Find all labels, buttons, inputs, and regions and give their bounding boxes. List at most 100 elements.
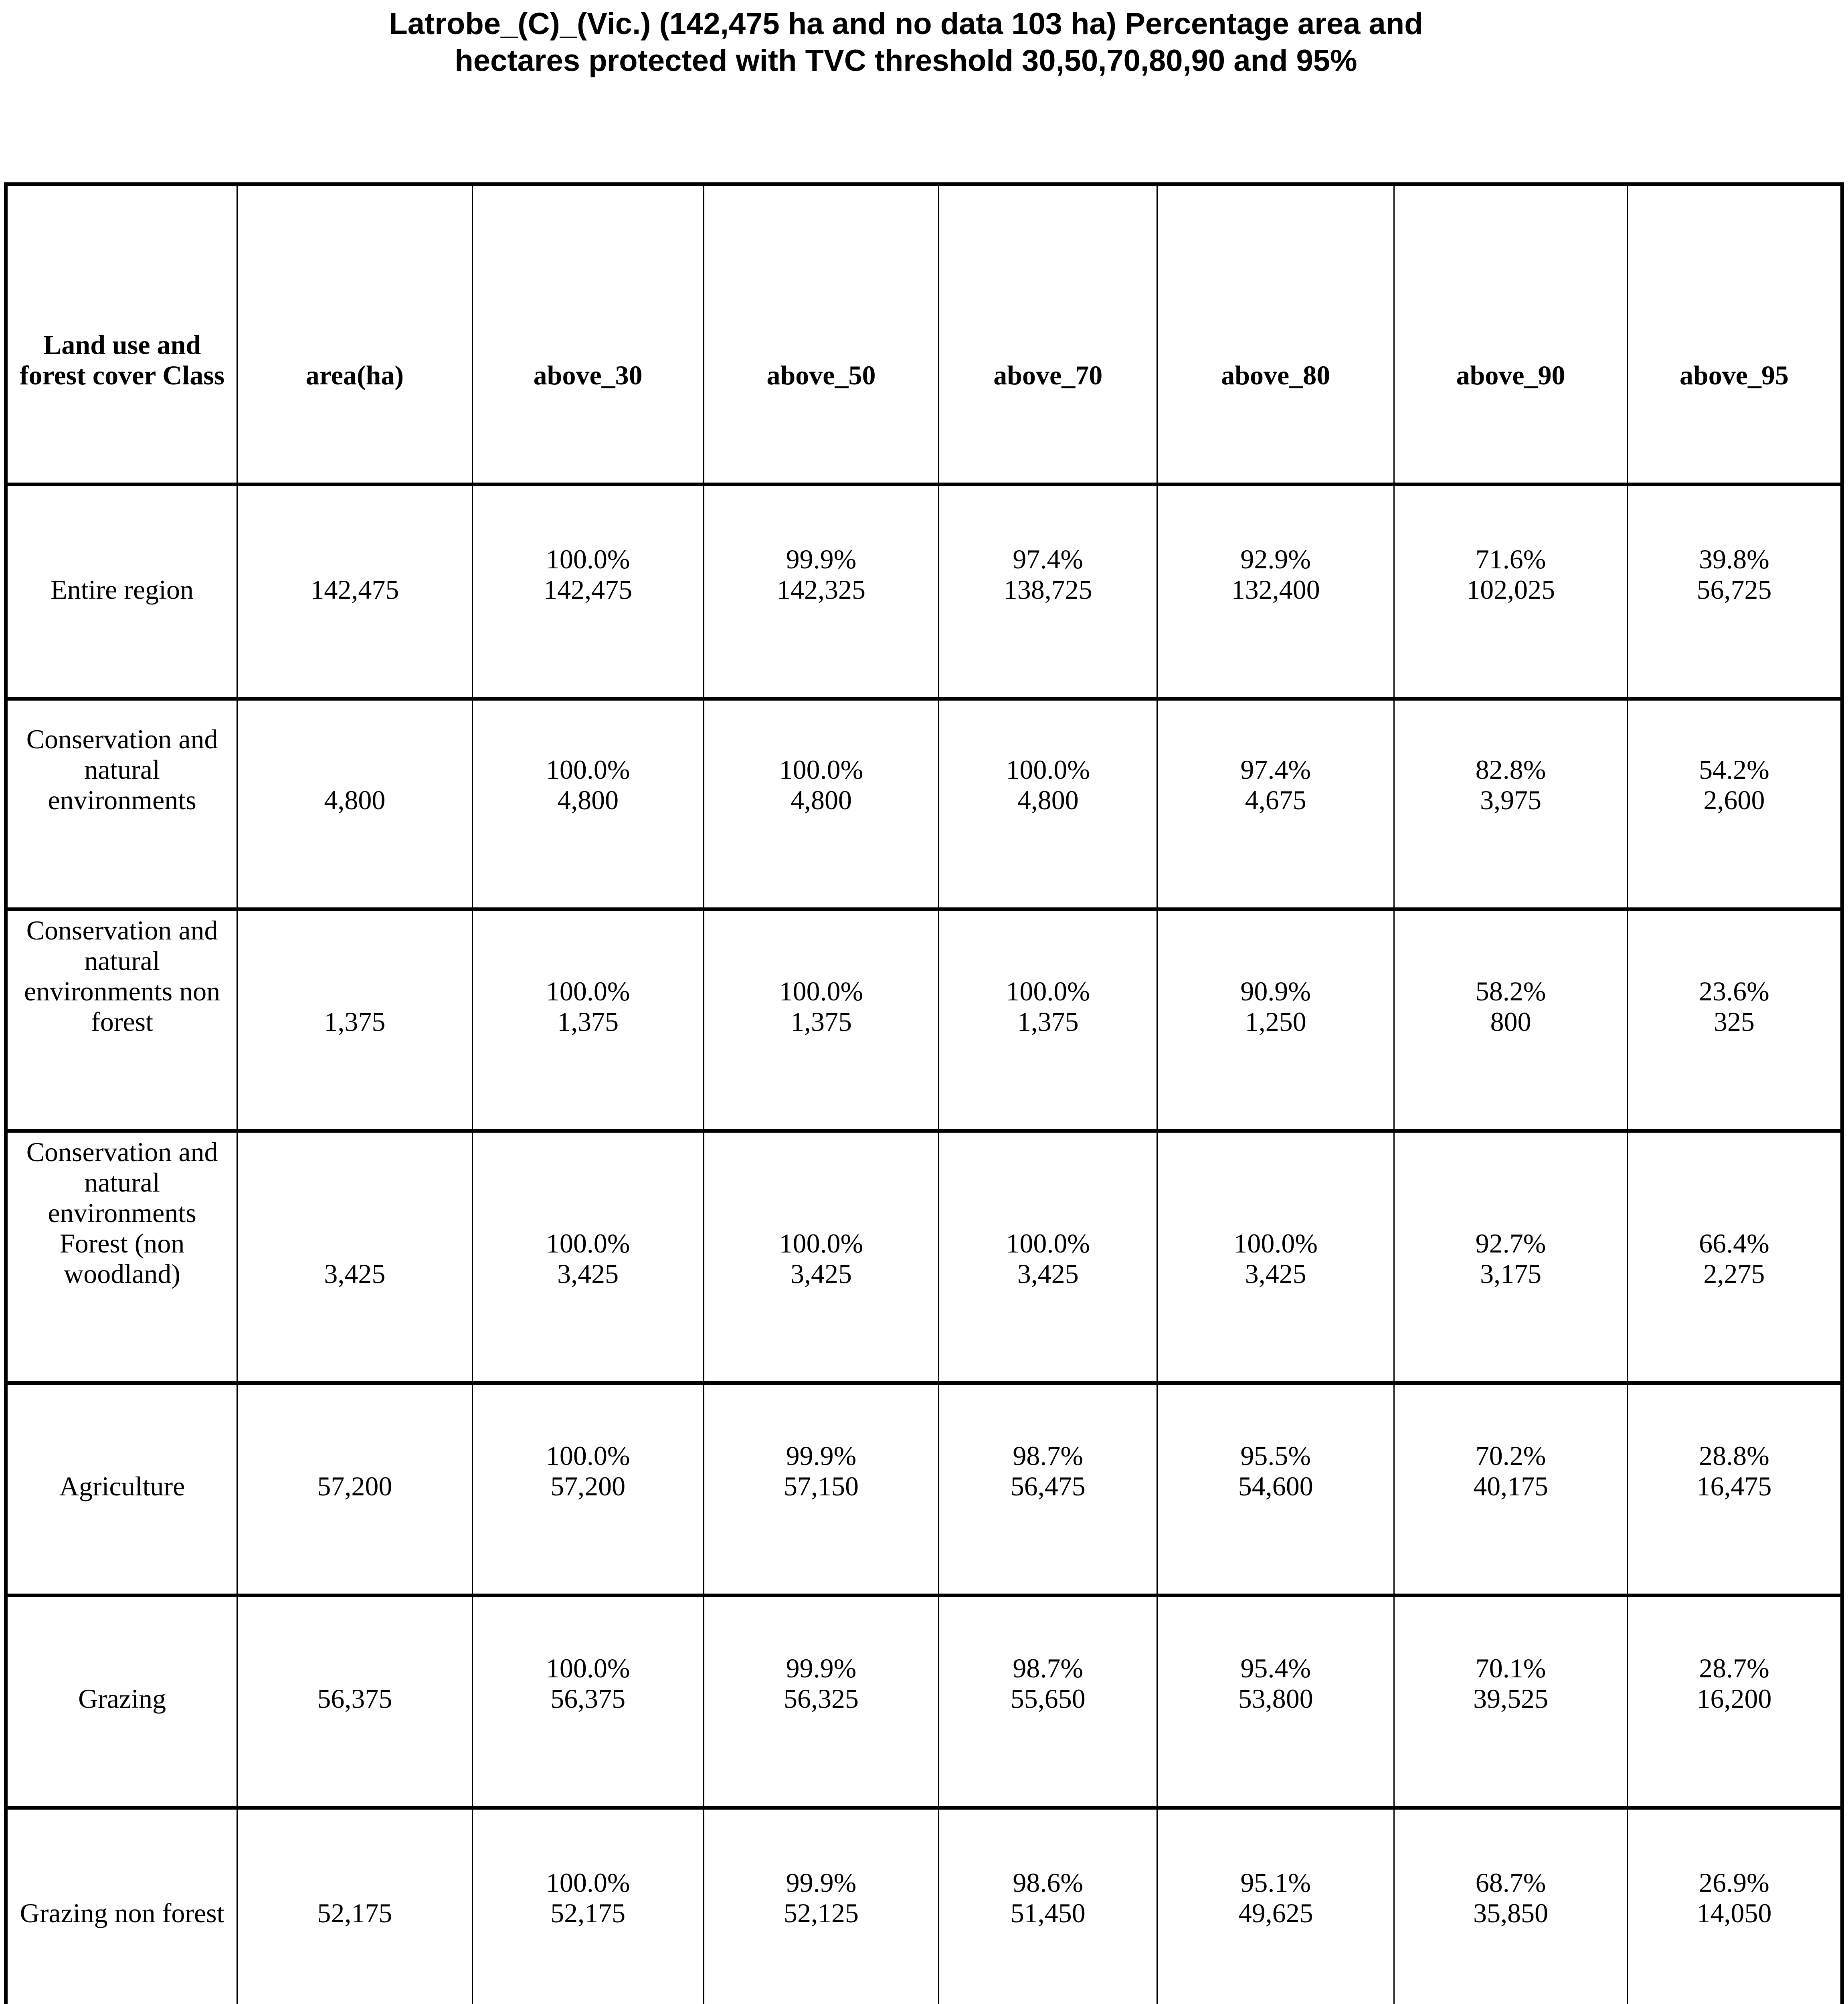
percent-value: 95.4%	[1240, 1653, 1311, 1683]
hectares-value: 16,200	[1696, 1683, 1772, 1714]
percent-value: 23.6%	[1699, 976, 1769, 1006]
percent-value: 70.2%	[1475, 1440, 1546, 1471]
hectares-value: 14,050	[1696, 1898, 1772, 1928]
threshold-cell: 100.0% 57,200	[471, 1381, 704, 1597]
row-label: Conservation and natural environments no…	[5, 907, 238, 1133]
header-above-30: above_30	[471, 182, 704, 486]
threshold-cell: 100.0% 4,800	[471, 697, 704, 911]
threshold-cell: 97.4% 138,725	[938, 483, 1158, 701]
percent-value: 100.0%	[546, 1653, 630, 1683]
hectares-value: 3,975	[1480, 785, 1542, 815]
area-cell: 56,375	[237, 1594, 473, 1810]
hectares-value: 325	[1713, 1006, 1755, 1037]
hectares-value: 39,525	[1473, 1683, 1549, 1714]
header-above-50: above_50	[703, 182, 940, 486]
threshold-cell: 66.4% 2,275	[1626, 1129, 1843, 1385]
hectares-value: 4,800	[1017, 785, 1079, 815]
threshold-cell: 98.7% 56,475	[938, 1381, 1158, 1597]
row-label: Grazing	[5, 1594, 238, 1810]
percent-value: 97.4%	[1013, 544, 1084, 574]
hectares-value: 142,475	[544, 574, 633, 605]
hectares-value: 56,375	[550, 1683, 626, 1714]
hectares-value: 1,375	[1017, 1006, 1079, 1037]
hectares-value: 57,200	[550, 1471, 626, 1501]
percent-value: 28.8%	[1699, 1440, 1769, 1471]
hectares-value: 138,725	[1003, 574, 1092, 605]
percent-value: 90.9%	[1240, 976, 1311, 1006]
hectares-value: 3,425	[790, 1259, 852, 1289]
table-body: Entire region 142,475 100.0% 142,475 99.9% 14…	[5, 483, 1843, 2004]
percent-value: 100.0%	[1006, 1228, 1090, 1259]
threshold-cell: 82.8% 3,975	[1393, 697, 1628, 911]
row-label: Conservation and natural environments Fo…	[5, 1129, 238, 1385]
page-title: Latrobe_(C)_(Vic.) (142,475 ha and no da…	[0, 6, 1812, 79]
percent-value: 28.7%	[1699, 1653, 1769, 1683]
row-label: Grazing non forest	[5, 1806, 238, 2004]
hectares-value: 53,800	[1238, 1683, 1313, 1714]
hectares-value: 57,150	[783, 1471, 859, 1501]
threshold-cell: 99.9% 57,150	[703, 1381, 940, 1597]
table-row: Conservation and natural environments no…	[5, 907, 1843, 1133]
area-cell: 52,175	[237, 1806, 473, 2004]
percent-value: 98.7%	[1013, 1440, 1084, 1471]
page-title-line2: hectares protected with TVC threshold 30…	[455, 44, 1357, 78]
area-cell: 4,800	[237, 697, 473, 911]
hectares-value: 52,125	[783, 1898, 859, 1928]
threshold-cell: 70.2% 40,175	[1393, 1381, 1628, 1597]
percent-value: 100.0%	[546, 1228, 630, 1259]
protection-threshold-table: Land use and forest cover Class area(ha)…	[4, 182, 1844, 2004]
percent-value: 92.9%	[1240, 544, 1311, 574]
row-label: Entire region	[5, 483, 238, 701]
hectares-value: 4,800	[557, 785, 619, 815]
header-land-use-class: Land use and forest cover Class	[5, 182, 238, 486]
header-above-80: above_80	[1157, 182, 1395, 486]
percent-value: 54.2%	[1699, 754, 1769, 785]
row-label: Conservation and natural environments	[5, 697, 238, 911]
threshold-cell: 99.9% 56,325	[703, 1594, 940, 1810]
percent-value: 82.8%	[1475, 754, 1546, 785]
hectares-value: 16,475	[1696, 1471, 1772, 1501]
page-title-line1: Latrobe_(C)_(Vic.) (142,475 ha and no da…	[389, 7, 1423, 41]
threshold-cell: 100.0% 52,175	[471, 1806, 704, 2004]
percent-value: 100.0%	[1233, 1228, 1318, 1259]
table-row: Conservation and natural environments Fo…	[5, 1129, 1843, 1385]
hectares-value: 102,025	[1466, 574, 1555, 605]
percent-value: 66.4%	[1699, 1228, 1769, 1259]
percent-value: 99.9%	[786, 544, 857, 574]
threshold-cell: 100.0% 4,800	[938, 697, 1158, 911]
threshold-cell: 28.8% 16,475	[1626, 1381, 1843, 1597]
threshold-cell: 28.7% 16,200	[1626, 1594, 1843, 1810]
percent-value: 98.7%	[1013, 1653, 1084, 1683]
area-cell: 142,475	[237, 483, 473, 701]
percent-value: 100.0%	[779, 1228, 863, 1259]
threshold-cell: 97.4% 4,675	[1157, 697, 1395, 911]
hectares-value: 35,850	[1473, 1898, 1549, 1928]
threshold-cell: 100.0% 3,425	[1157, 1129, 1395, 1385]
percent-value: 100.0%	[779, 754, 863, 785]
percent-value: 97.4%	[1240, 754, 1311, 785]
header-above-70: above_70	[938, 182, 1158, 486]
threshold-cell: 100.0% 3,425	[471, 1129, 704, 1385]
percent-value: 100.0%	[1006, 976, 1090, 1006]
percent-value: 58.2%	[1475, 976, 1546, 1006]
hectares-value: 132,400	[1231, 574, 1320, 605]
threshold-cell: 100.0% 1,375	[703, 907, 940, 1133]
threshold-cell: 100.0% 1,375	[938, 907, 1158, 1133]
threshold-cell: 98.7% 55,650	[938, 1594, 1158, 1810]
threshold-cell: 95.1% 49,625	[1157, 1806, 1395, 2004]
table-row: Entire region 142,475 100.0% 142,475 99.9% 14…	[5, 483, 1843, 701]
percent-value: 99.9%	[786, 1867, 857, 1898]
hectares-value: 56,325	[783, 1683, 859, 1714]
table-row: Grazing non forest 52,175 100.0% 52,175 99.9…	[5, 1806, 1843, 2004]
threshold-cell: 100.0% 3,425	[703, 1129, 940, 1385]
threshold-cell: 92.7% 3,175	[1393, 1129, 1628, 1385]
threshold-cell: 100.0% 1,375	[471, 907, 704, 1133]
hectares-value: 55,650	[1010, 1683, 1086, 1714]
hectares-value: 51,450	[1010, 1898, 1086, 1928]
threshold-cell: 68.7% 35,850	[1393, 1806, 1628, 2004]
percent-value: 100.0%	[1006, 754, 1090, 785]
threshold-cell: 100.0% 3,425	[938, 1129, 1158, 1385]
threshold-cell: 23.6% 325	[1626, 907, 1843, 1133]
hectares-value: 54,600	[1238, 1471, 1313, 1501]
